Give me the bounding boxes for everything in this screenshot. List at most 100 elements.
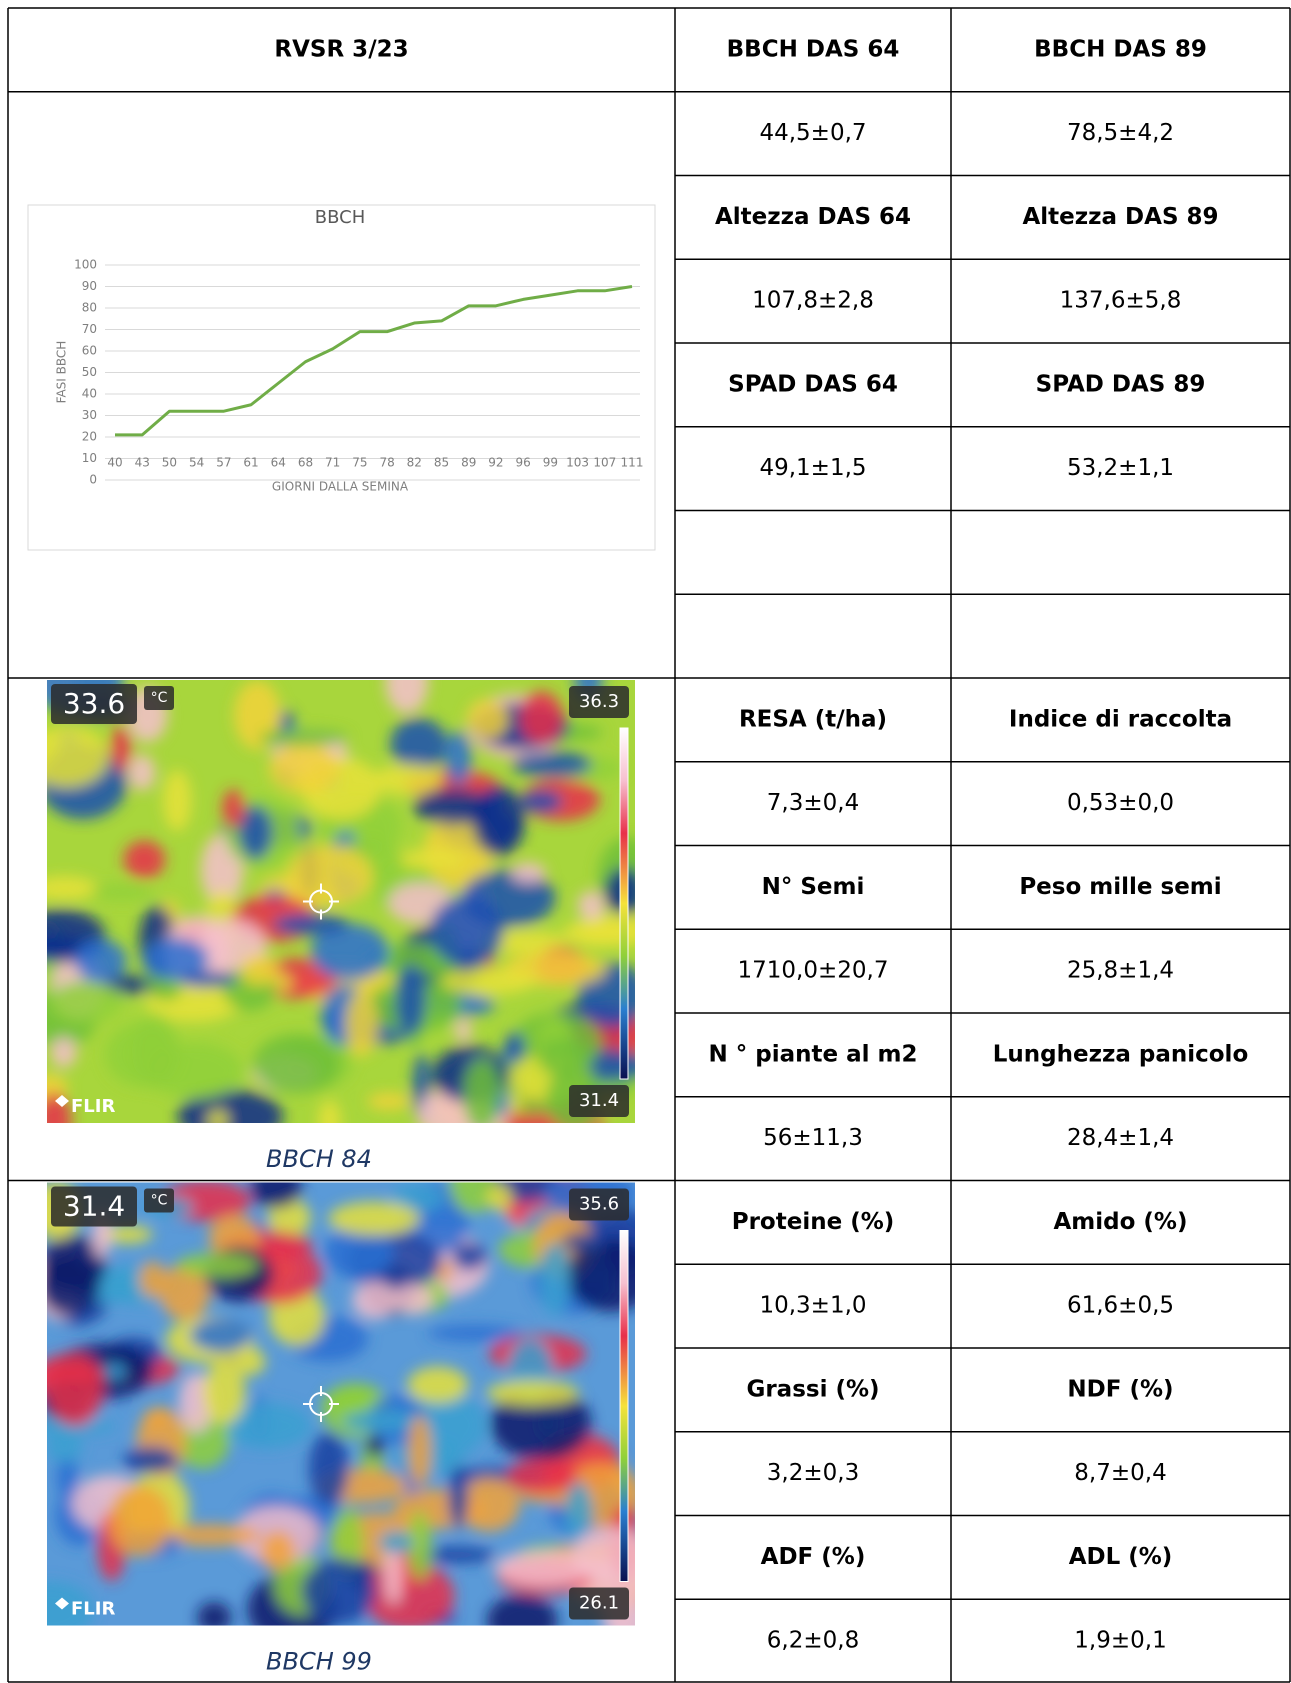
x-tick-label: 40 bbox=[107, 456, 122, 470]
thermal-blob bbox=[132, 1013, 179, 1090]
value-cell: 1,9±0,1 bbox=[1074, 1628, 1166, 1654]
spot-temperature: 31.4 bbox=[63, 1190, 125, 1223]
x-tick-label: 103 bbox=[566, 456, 589, 470]
label-cell: ADF (%) bbox=[761, 1544, 866, 1570]
thermal-blob bbox=[449, 1182, 497, 1214]
x-tick-label: 92 bbox=[488, 456, 503, 470]
thermal-blob bbox=[560, 1233, 607, 1251]
thermal-blob bbox=[74, 939, 127, 983]
thermal-blob bbox=[510, 862, 546, 883]
thermal-blob bbox=[103, 1362, 127, 1380]
label-cell: NDF (%) bbox=[1067, 1376, 1173, 1402]
value-cell: 53,2±1,1 bbox=[1067, 455, 1174, 481]
thermal-blob bbox=[408, 1415, 432, 1487]
thermal-blob bbox=[110, 726, 132, 771]
thermal-blob bbox=[47, 1430, 83, 1463]
thermal-blob bbox=[238, 805, 273, 860]
chart-frame bbox=[27, 204, 656, 551]
value-cell: 3,2±0,3 bbox=[767, 1460, 859, 1486]
thermal-blob bbox=[458, 1477, 520, 1532]
thermal-blob bbox=[344, 991, 378, 1057]
logo-mark bbox=[55, 1095, 69, 1107]
thermal-blob bbox=[302, 1557, 376, 1625]
thermal-blob bbox=[159, 1263, 211, 1321]
thermal-blob bbox=[123, 840, 166, 879]
thermal-blob bbox=[308, 1431, 349, 1506]
thermal-blob bbox=[47, 875, 98, 901]
thermal-blob bbox=[176, 1252, 259, 1278]
thermal-blob bbox=[429, 896, 504, 967]
thermal-blob bbox=[385, 680, 429, 714]
value-cell: 10,3±1,0 bbox=[759, 1293, 866, 1319]
value-cell: 78,5±4,2 bbox=[1067, 120, 1174, 146]
thermal-blob bbox=[260, 1530, 296, 1572]
thermal-blob bbox=[519, 789, 563, 814]
thermal-blob bbox=[123, 1446, 178, 1474]
thermal-blob bbox=[47, 725, 109, 788]
thermal-blob bbox=[257, 728, 349, 747]
y-tick-label: 20 bbox=[82, 430, 97, 444]
y-tick-label: 80 bbox=[82, 301, 97, 315]
y-tick-label: 0 bbox=[89, 473, 97, 487]
thermal-blob bbox=[490, 1386, 592, 1461]
x-tick-label: 71 bbox=[325, 456, 340, 470]
color-bar bbox=[619, 1230, 629, 1582]
thermal-blob bbox=[506, 1459, 578, 1495]
y-tick-label: 30 bbox=[82, 408, 97, 422]
max-box bbox=[569, 686, 629, 718]
thermal-blob bbox=[197, 1601, 232, 1626]
data-line bbox=[115, 285, 633, 437]
thermal-blob bbox=[572, 1526, 635, 1584]
x-tick-label: 96 bbox=[516, 456, 531, 470]
label-cell: SPAD DAS 64 bbox=[728, 371, 898, 397]
thermal-blob bbox=[445, 730, 472, 785]
thermal-blob bbox=[448, 1465, 469, 1529]
thermal-blob bbox=[310, 923, 389, 981]
thermal-blob bbox=[324, 1225, 395, 1280]
y-tick-label: 100 bbox=[74, 258, 97, 272]
thermal-blob bbox=[419, 1546, 496, 1564]
thermal-blob bbox=[392, 1284, 434, 1315]
x-axis-label: GIORNI DALLA SEMINA bbox=[272, 480, 409, 494]
max-box bbox=[569, 1188, 629, 1221]
value-cell: 6,2±0,8 bbox=[767, 1628, 859, 1654]
max-temperature: 36.3 bbox=[579, 691, 619, 712]
max-temperature: 35.6 bbox=[579, 1194, 619, 1215]
thermal-blob bbox=[384, 1543, 403, 1605]
thermal-blob bbox=[253, 1033, 341, 1094]
thermal-blob bbox=[441, 968, 535, 995]
label-cell: ADL (%) bbox=[1069, 1544, 1173, 1570]
caption: BBCH 84 bbox=[266, 1145, 372, 1173]
x-tick-label: 75 bbox=[352, 456, 367, 470]
thermal-blobs bbox=[47, 1182, 635, 1626]
crosshair bbox=[303, 1386, 339, 1422]
y-tick-label: 60 bbox=[82, 344, 97, 358]
value-cell: 0,53±0,0 bbox=[1067, 790, 1174, 816]
thermal-blob bbox=[519, 691, 563, 745]
thermal-blob bbox=[486, 1594, 558, 1626]
value-cell: 25,8±1,4 bbox=[1067, 958, 1174, 984]
chart-title: BBCH bbox=[315, 207, 365, 228]
thermal-blob bbox=[56, 1455, 79, 1499]
label-cell: Peso mille semi bbox=[1019, 874, 1221, 900]
logo-mark bbox=[55, 1597, 69, 1610]
spot-temperature: 33.6 bbox=[63, 687, 125, 720]
thermal-blob bbox=[454, 1018, 472, 1042]
thermal-blob bbox=[486, 1183, 513, 1211]
y-tick-label: 40 bbox=[82, 387, 97, 401]
x-tick-label: 61 bbox=[243, 456, 258, 470]
label-cell: RESA (t/ha) bbox=[739, 706, 887, 732]
thermal-blobs bbox=[47, 680, 635, 1123]
thermal-blob bbox=[47, 1351, 103, 1427]
thermal-blob bbox=[141, 937, 209, 981]
thermal-blob bbox=[390, 1183, 445, 1213]
thermal-blob bbox=[159, 1524, 261, 1547]
value-cell: 137,6±5,8 bbox=[1060, 288, 1182, 314]
caption: BBCH 99 bbox=[266, 1648, 372, 1676]
value-cell: 56±11,3 bbox=[763, 1125, 863, 1151]
thermal-blob bbox=[562, 919, 635, 947]
header-cell: BBCH DAS 64 bbox=[727, 36, 900, 62]
x-tick-label: 107 bbox=[593, 456, 616, 470]
x-tick-label: 111 bbox=[621, 456, 644, 470]
